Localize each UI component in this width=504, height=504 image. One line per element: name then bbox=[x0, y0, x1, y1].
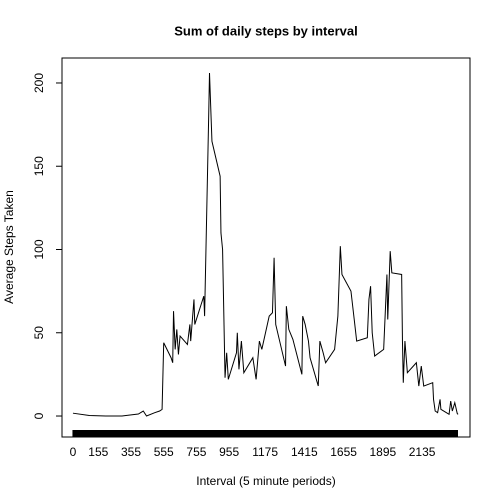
x-tick-label: 1415 bbox=[291, 445, 318, 459]
y-tick-label: 50 bbox=[32, 326, 46, 340]
x-tick-label: 755 bbox=[186, 445, 206, 459]
x-tick-label: 2135 bbox=[409, 445, 436, 459]
y-tick-label: 100 bbox=[32, 239, 46, 259]
chart-title: Sum of daily steps by interval bbox=[174, 23, 358, 38]
x-tick-label: 155 bbox=[88, 445, 108, 459]
x-tick-label: 955 bbox=[219, 445, 239, 459]
x-tick-label: 1175 bbox=[252, 445, 278, 459]
x-tick-label: 0 bbox=[70, 445, 77, 459]
x-tick-label: 355 bbox=[121, 445, 141, 459]
x-tick-label: 1895 bbox=[369, 445, 396, 459]
x-tick-label: 1655 bbox=[330, 445, 357, 459]
x-tick-label: 555 bbox=[154, 445, 174, 459]
y-axis-label: Average Steps Taken bbox=[2, 190, 16, 304]
y-tick-label: 150 bbox=[32, 156, 46, 176]
y-tick-label: 200 bbox=[32, 73, 46, 93]
plot-frame bbox=[61, 57, 471, 438]
y-tick-label: 0 bbox=[32, 412, 46, 419]
data-line bbox=[72, 72, 459, 417]
x-axis-label: Interval (5 minute periods) bbox=[196, 474, 335, 488]
